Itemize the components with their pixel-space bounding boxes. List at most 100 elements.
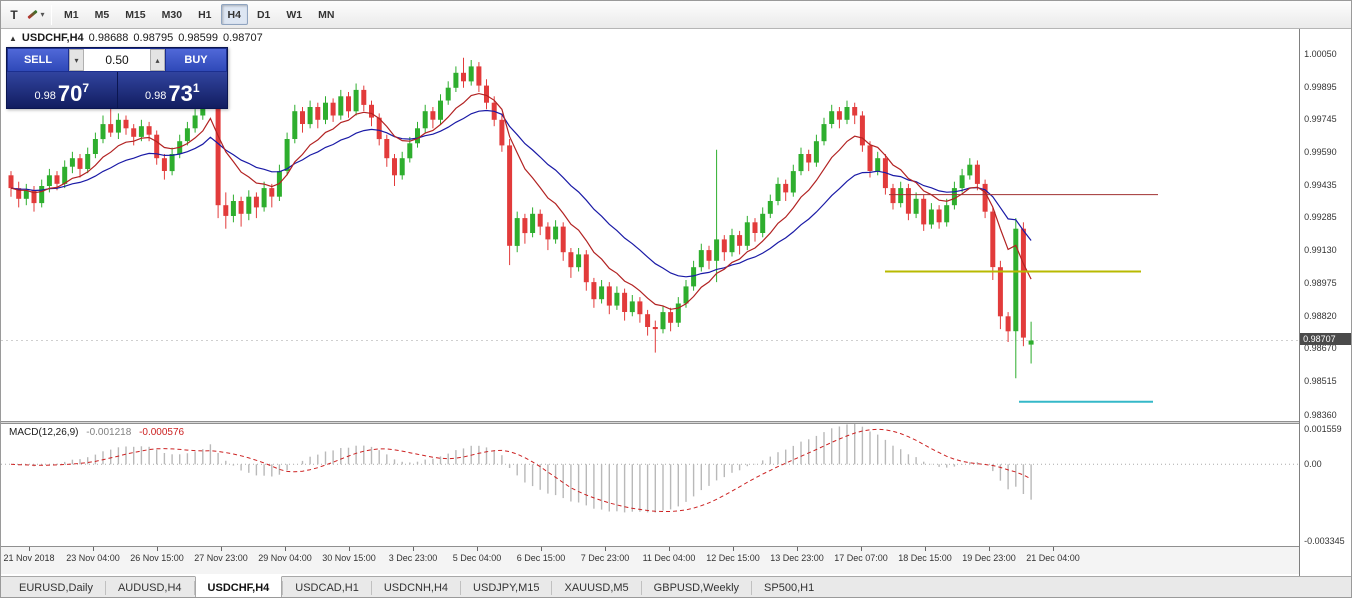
time-axis-label: 5 Dec 04:00 bbox=[452, 553, 502, 563]
time-axis-label: 7 Dec 23:00 bbox=[580, 553, 630, 563]
price-axis-label: 0.98975 bbox=[1304, 278, 1337, 288]
text-tool-button[interactable]: T bbox=[4, 4, 24, 26]
buy-price-panel[interactable]: 0.98 73 1 bbox=[117, 72, 227, 108]
tab-separator bbox=[193, 581, 195, 595]
time-axis[interactable]: 21 Nov 2018 23 Nov 04:00 26 Nov 15:00 27 No… bbox=[1, 546, 1300, 574]
time-axis-tick bbox=[29, 547, 30, 551]
volume-input[interactable]: 0.50 bbox=[105, 53, 129, 67]
volume-decrease-button[interactable]: ▾ bbox=[69, 49, 84, 71]
macd-histogram bbox=[18, 424, 1032, 513]
time-axis-label: 29 Nov 04:00 bbox=[258, 553, 312, 563]
macd-axis-label: 0.00 bbox=[1304, 459, 1322, 469]
time-axis-label: 6 Dec 15:00 bbox=[516, 553, 566, 563]
price-axis-label: 0.99435 bbox=[1304, 180, 1337, 190]
chart-tab-usdjpy-m15[interactable]: USDJPY,M15 bbox=[473, 582, 540, 594]
timeframe-button-h4[interactable]: H4 bbox=[220, 4, 248, 25]
macd-chart-svg[interactable] bbox=[1, 424, 1301, 546]
symbol-label: USDCHF,H4 bbox=[21, 32, 84, 44]
ma-fast-line bbox=[10, 92, 1032, 310]
macd-main-value: -0.001218 bbox=[86, 427, 132, 438]
macd-axis-label: -0.003345 bbox=[1304, 536, 1345, 546]
time-axis-tick bbox=[925, 547, 926, 551]
buy-price-big: 73 bbox=[168, 81, 193, 106]
timeframe-button-m5[interactable]: M5 bbox=[94, 8, 110, 21]
macd-signal-value: -0.000576 bbox=[139, 427, 185, 438]
one-click-trading-widget: SELL ▾ 0.50 ▴ BUY 0.98 70 7 bbox=[6, 47, 228, 109]
tab-separator bbox=[104, 581, 106, 595]
macd-pane[interactable]: MACD(12,26,9) -0.001218 -0.000576 bbox=[1, 424, 1301, 546]
price-pane[interactable]: ▲ USDCHF,H4 0.98688 0.98795 0.98599 0.98… bbox=[1, 29, 1301, 421]
time-axis-label: 3 Dec 23:00 bbox=[388, 553, 438, 563]
current-price-marker: 0.98707 bbox=[1300, 333, 1351, 345]
buy-button[interactable]: BUY bbox=[165, 48, 227, 72]
timeframe-button-w1[interactable]: W1 bbox=[286, 8, 303, 21]
timeframe-button-m1[interactable]: M1 bbox=[64, 8, 79, 21]
chart-title: ▲ USDCHF,H4 0.98688 0.98795 0.98599 0.98… bbox=[9, 32, 263, 44]
time-axis-tick bbox=[413, 547, 414, 551]
pen-icon bbox=[27, 9, 39, 20]
trade-widget-divider bbox=[116, 72, 118, 108]
price-axis[interactable]: 1.00050 0.99895 0.99745 0.99590 0.99435 0.992… bbox=[1299, 29, 1351, 576]
timeframe-button-mn[interactable]: MN bbox=[318, 8, 335, 21]
ma-slow-line bbox=[10, 109, 1032, 278]
timeframe-button-d1[interactable]: D1 bbox=[256, 8, 271, 21]
macd-signal-line bbox=[10, 428, 1032, 512]
chart-tab-audusd-h4[interactable]: AUDUSD,H4 bbox=[117, 582, 182, 594]
tab-separator bbox=[551, 581, 553, 595]
price-axis-label: 0.99590 bbox=[1304, 147, 1337, 157]
time-axis-label: 26 Nov 15:00 bbox=[130, 553, 184, 563]
time-axis-label: 27 Nov 23:00 bbox=[194, 553, 248, 563]
pane-splitter[interactable] bbox=[1, 421, 1300, 424]
time-axis-tick bbox=[989, 547, 990, 551]
macd-indicator-label: MACD(12,26,9) -0.001218 -0.000576 bbox=[9, 427, 184, 438]
ohlc-open: 0.98688 bbox=[88, 32, 129, 44]
sell-price-big: 70 bbox=[57, 81, 83, 106]
chart-tab-usdchf-h4[interactable]: USDCHF,H4 bbox=[194, 576, 283, 597]
tab-separator bbox=[751, 581, 753, 595]
time-axis-tick bbox=[1053, 547, 1054, 551]
price-axis-label: 0.98670 bbox=[1304, 343, 1337, 353]
timeframe-button-h1[interactable]: H1 bbox=[198, 8, 212, 21]
chart-tab-xauusd-m5[interactable]: XAUUSD,M5 bbox=[564, 582, 629, 594]
time-axis-label: 13 Dec 23:00 bbox=[770, 553, 824, 563]
time-axis-tick bbox=[477, 547, 478, 551]
buy-price-sup: 1 bbox=[192, 81, 200, 95]
time-axis-tick bbox=[797, 547, 798, 551]
timeframe-button-m15[interactable]: M15 bbox=[125, 8, 146, 21]
buy-price-prefix: 0.98 bbox=[144, 90, 167, 102]
tab-separator bbox=[370, 581, 372, 595]
price-chart-svg[interactable] bbox=[1, 29, 1301, 421]
price-axis-label: 0.99130 bbox=[1304, 245, 1337, 255]
toolbar-separator bbox=[51, 4, 52, 25]
sell-button[interactable]: SELL bbox=[7, 48, 69, 72]
chart-tab-eurusd-daily[interactable]: EURUSD,Daily bbox=[19, 582, 93, 594]
time-axis-tick bbox=[93, 547, 94, 551]
ohlc-low: 0.98599 bbox=[178, 32, 218, 44]
chart-tab-usdcnh-h4[interactable]: USDCNH,H4 bbox=[383, 582, 449, 594]
price-axis-label: 0.99745 bbox=[1304, 114, 1337, 124]
price-axis-label: 0.99285 bbox=[1304, 212, 1337, 222]
time-axis-label: 30 Nov 15:00 bbox=[322, 553, 376, 563]
chart-tab-bar: EURUSD,Daily AUDUSD,H4 USDCHF,H4 USDCAD,H1 U… bbox=[1, 576, 1351, 597]
time-axis-tick bbox=[669, 547, 670, 551]
time-axis-label: 17 Dec 07:00 bbox=[834, 553, 888, 563]
chart-area: ▲ USDCHF,H4 0.98688 0.98795 0.98599 0.98… bbox=[1, 29, 1351, 576]
draw-tool-button[interactable]: ▾ bbox=[26, 4, 46, 26]
timeframe-button-m30[interactable]: M30 bbox=[161, 8, 183, 21]
time-axis-tick bbox=[605, 547, 606, 551]
time-axis-label: 11 Dec 04:00 bbox=[642, 553, 696, 563]
volume-increase-button[interactable]: ▴ bbox=[150, 49, 165, 71]
collapse-arrow-icon[interactable]: ▲ bbox=[9, 33, 17, 43]
sell-price-panel[interactable]: 0.98 70 7 bbox=[7, 72, 117, 108]
time-axis-label: 21 Nov 2018 bbox=[3, 553, 55, 563]
tab-separator bbox=[640, 581, 642, 595]
text-tool-icon: T bbox=[10, 7, 18, 22]
time-axis-label: 23 Nov 04:00 bbox=[66, 553, 120, 563]
chart-tab-gbpusd-weekly[interactable]: GBPUSD,Weekly bbox=[653, 582, 740, 594]
macd-axis-label: 0.001559 bbox=[1304, 424, 1342, 434]
chart-tab-usdcad-h1[interactable]: USDCAD,H1 bbox=[295, 582, 359, 594]
tab-separator bbox=[460, 581, 462, 595]
trade-widget-price-row: 0.98 70 7 0.98 73 1 bbox=[7, 72, 227, 108]
time-axis-tick bbox=[541, 547, 542, 551]
chart-tab-sp500-h1[interactable]: SP500,H1 bbox=[764, 582, 815, 594]
